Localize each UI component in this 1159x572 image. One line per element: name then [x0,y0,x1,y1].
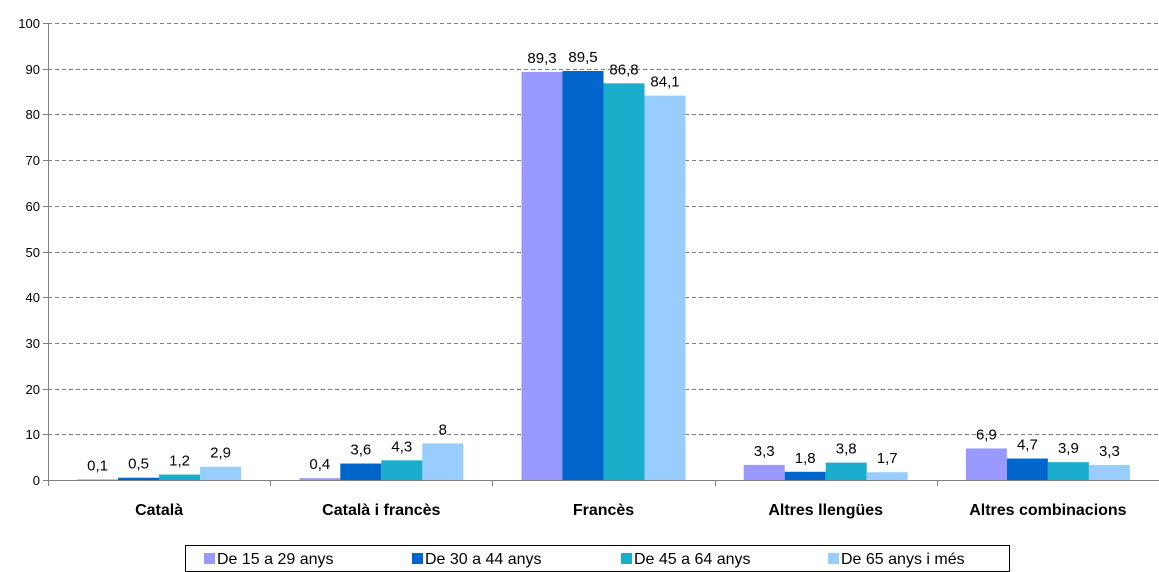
bar [1006,458,1048,480]
legend-swatch [621,553,632,564]
y-tick-label: 70 [26,153,40,168]
data-label: 3,3 [1099,443,1120,460]
data-label: 3,6 [350,442,371,459]
data-label: 3,8 [836,441,857,458]
bar [562,70,604,481]
bars-layer [77,70,1130,481]
y-tick-label: 100 [18,16,40,31]
bar [743,464,785,480]
bar [1047,462,1089,480]
data-labels-layer: 0,1 0,5 1,2 2,9 0,4 3,6 4,3 8 89,3 89,5 86,8 84,1 3,… [87,49,1120,474]
y-tick-label: 30 [26,336,40,351]
data-label: 89,3 [527,50,556,67]
y-tick-label: 0 [33,473,40,488]
bar [299,478,341,480]
y-tick-label: 80 [26,107,40,122]
x-category-label: Català i francès [322,502,440,519]
data-label: 1,2 [169,453,190,470]
y-tick-label: 50 [26,245,40,260]
data-label: 4,3 [391,438,412,455]
data-label: 86,8 [609,61,638,78]
y-tick-label: 90 [26,62,40,77]
bar [200,466,242,480]
data-label: 0,4 [309,456,330,473]
data-label: 3,9 [1058,440,1079,457]
axis-layer: 0 10 20 30 40 50 60 70 80 90 100 [18,16,1159,488]
bar [422,443,464,480]
legend-label: De 15 a 29 anys [217,551,334,568]
bar [1088,464,1130,480]
legend: De 15 a 29 anys De 30 a 44 anys De 45 a 64… [185,545,1010,572]
bar [603,83,645,480]
x-category-label: Altres combinacions [969,502,1126,519]
bar [159,474,201,480]
y-tick-label: 10 [26,427,40,442]
bar [118,477,160,480]
x-category-label: Altres llengües [768,502,883,519]
data-label: 84,1 [650,74,679,91]
y-tick-label: 40 [26,290,40,305]
bar [825,462,867,480]
y-tick-label: 20 [26,382,40,397]
legend-label: De 65 anys i més [841,551,965,568]
legend-label: De 45 a 64 anys [634,551,751,568]
bar [340,463,382,480]
legend-swatch [204,553,215,564]
bar [866,472,908,480]
x-category-label: Català [135,502,183,519]
x-category-label: Francès [573,502,634,519]
data-label: 8 [439,421,447,438]
bar [77,479,119,480]
data-label: 89,5 [568,49,597,66]
legend-swatch [828,553,839,564]
bar [381,460,423,480]
data-label: 3,3 [754,443,775,460]
y-tick-label: 60 [26,199,40,214]
bar [644,95,686,481]
legend-label: De 30 a 44 anys [425,551,542,568]
data-label: 0,5 [128,456,149,473]
data-label: 2,9 [210,445,231,462]
data-label: 1,8 [795,450,816,467]
bar [965,448,1007,480]
data-label: 4,7 [1017,437,1038,454]
bar [784,471,826,480]
legend-box [185,545,1010,572]
category-labels-layer: Català Català i francès Francès Altres llen… [135,502,1127,519]
legend-swatch [412,553,423,564]
data-label: 0,1 [87,457,108,474]
bar [521,71,563,481]
data-label: 6,9 [976,426,997,443]
data-label: 1,7 [877,450,898,467]
